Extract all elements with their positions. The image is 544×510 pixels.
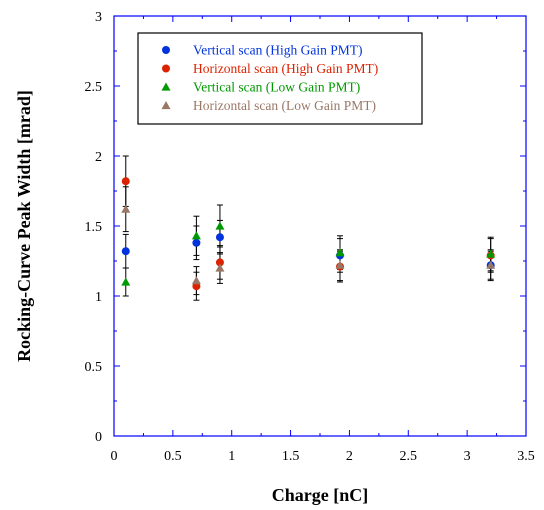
legend-label: Horizontal scan (High Gain PMT) [193,61,378,76]
legend: Vertical scan (High Gain PMT) Horizontal … [137,32,423,125]
data-point-series-3 [335,248,345,257]
data-point-series-4 [191,276,201,285]
y-tick-label: 1.5 [85,220,103,235]
legend-item: Vertical scan (Low Gain PMT) [161,80,360,95]
y-tick-labels: 0 0.5 1 1.5 2 2.5 3 [85,10,103,445]
x-tick-label: 1 [228,449,235,464]
x-axis-title: Charge [nC] [272,485,369,505]
legend-label: Horizontal scan (Low Gain PMT) [193,98,376,113]
data-point-series-4 [335,260,345,269]
legend-item: Vertical scan (High Gain PMT) [162,43,362,58]
legend-box [137,32,423,125]
axis-ticks [113,15,527,437]
error-bars [122,155,494,301]
x-tick-label: 1.5 [282,449,300,464]
x-tick-label: 3 [464,449,471,464]
x-tick-label: 0 [111,449,118,464]
data-point-series-1 [215,233,224,242]
y-tick-label: 3 [95,10,102,25]
legend-label: Vertical scan (High Gain PMT) [193,43,362,58]
data-point-series-1 [121,247,130,256]
legend-marker [161,82,171,91]
y-axis-title: Rocking-Curve Peak Width [mrad] [14,90,34,362]
x-tick-label: 2.5 [400,449,418,464]
legend-item: Horizontal scan (High Gain PMT) [162,61,378,76]
legend-marker [162,64,170,73]
y-tick-label: 2.5 [85,80,103,95]
data-point-series-2 [121,177,130,186]
data-point-series-1 [192,238,201,247]
legend-label: Vertical scan (Low Gain PMT) [193,80,360,95]
legend-marker [162,46,170,54]
data-point-series-3 [121,277,131,286]
x-tick-label: 3.5 [517,449,535,464]
data-point-series-2 [215,258,224,267]
legend-marker [161,101,171,110]
y-tick-label: 0.5 [85,360,103,375]
data-point-series-4 [121,204,131,213]
data-point-series-3 [215,221,225,230]
x-tick-label: 0.5 [164,449,182,464]
x-tick-label: 2 [346,449,353,464]
data-point-series-4 [215,263,225,272]
legend-item: Horizontal scan (Low Gain PMT) [161,98,376,113]
x-tick-labels: 0 0.5 1 1.5 2 2.5 3 3.5 [111,449,535,464]
data-point-series-4 [486,260,496,269]
data-point-series-3 [486,249,496,258]
y-tick-label: 0 [95,430,102,445]
y-tick-label: 1 [95,290,102,305]
data-point-series-3 [191,231,201,240]
data-markers [121,177,496,291]
y-tick-label: 2 [95,150,102,165]
